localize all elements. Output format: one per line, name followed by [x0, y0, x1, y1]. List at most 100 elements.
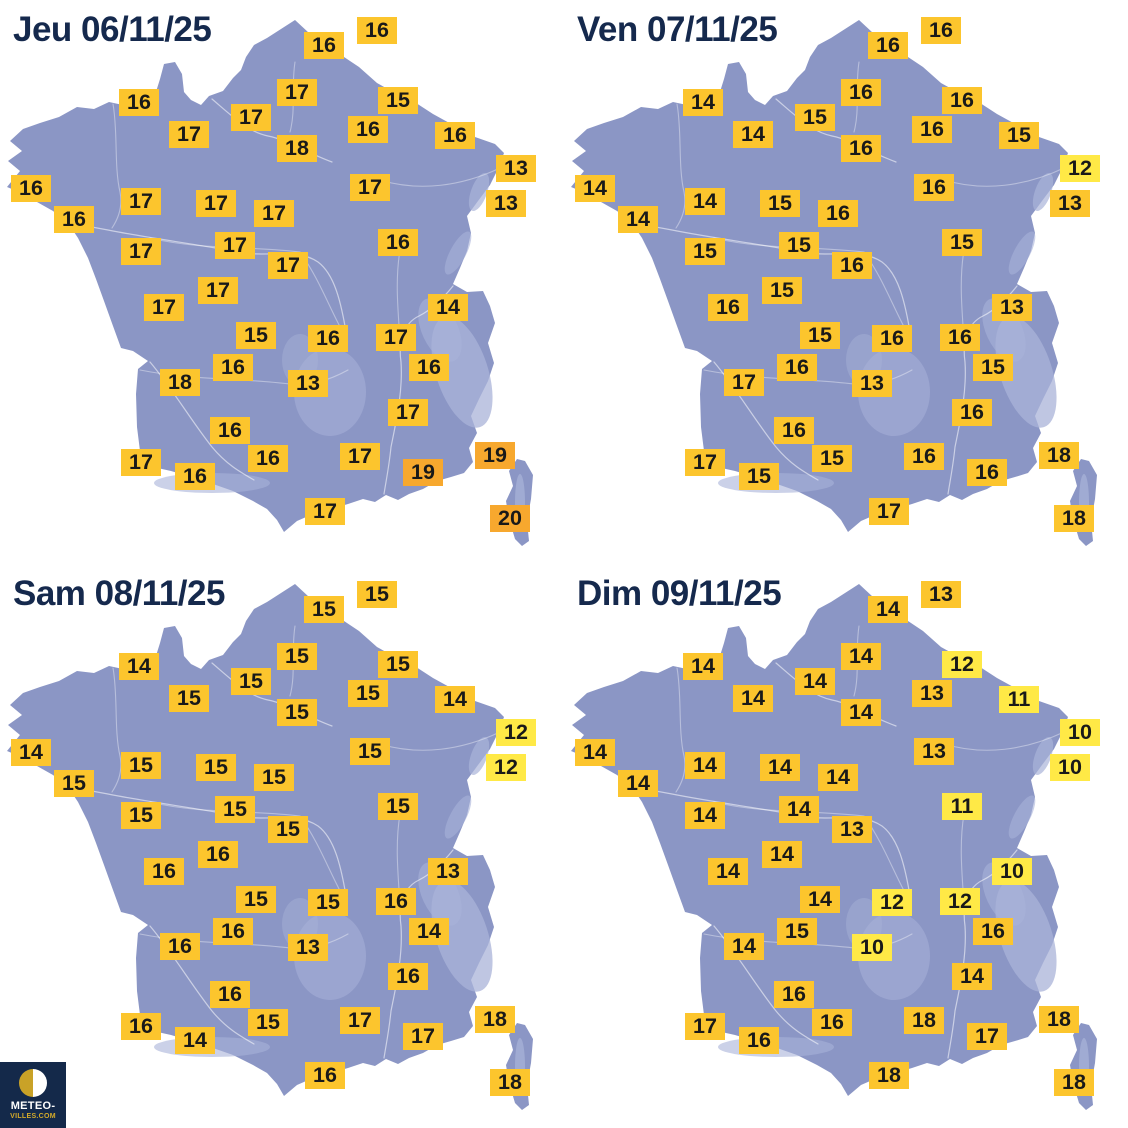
temperature-badge: 15 — [999, 122, 1039, 149]
forecast-panel-ven: Ven 07/11/25 16 16 16 16 14 15 16 14 15 16 12 14 16 1… — [564, 0, 1128, 564]
temperature-badge: 11 — [942, 793, 982, 820]
temperature-badge: 17 — [268, 252, 308, 279]
forecast-panel-jeu: Jeu 06/11/25 16 16 17 15 16 17 16 17 16 18 13 16 17 1… — [0, 0, 564, 564]
temperature-badge: 16 — [121, 1013, 161, 1040]
temperature-badge: 15 — [277, 643, 317, 670]
meteo-villes-logo: METEO- VILLES.COM — [0, 1062, 66, 1128]
temperature-badge: 17 — [376, 324, 416, 351]
temperature-badge: 13 — [486, 190, 526, 217]
temperature-badge: 16 — [708, 294, 748, 321]
temperature-badge: 13 — [496, 155, 536, 182]
temperature-badge: 17 — [869, 498, 909, 525]
temperature-badges-layer: 13 14 14 12 14 14 13 14 11 14 10 14 13 10 14 14 14 14 11 14… — [564, 564, 1128, 1128]
temperature-badge: 18 — [277, 135, 317, 162]
forecast-panel-dim: Dim 09/11/25 13 14 14 12 14 14 13 14 11 14 10 14 13 1… — [564, 564, 1128, 1128]
temperature-badge: 15 — [942, 229, 982, 256]
temperature-badge: 15 — [800, 322, 840, 349]
temperature-badge: 18 — [475, 1006, 515, 1033]
temperature-badge: 15 — [308, 889, 348, 916]
temperature-badge: 14 — [683, 89, 723, 116]
temperature-badge: 17 — [305, 498, 345, 525]
temperature-badge: 17 — [215, 232, 255, 259]
temperature-badge: 16 — [348, 116, 388, 143]
temperature-badge: 15 — [231, 668, 271, 695]
temperature-badge: 12 — [940, 888, 980, 915]
temperature-badge: 14 — [800, 886, 840, 913]
temperature-badge: 16 — [942, 87, 982, 114]
temperature-badge: 15 — [348, 680, 388, 707]
temperature-badge: 16 — [248, 445, 288, 472]
temperature-badge: 15 — [739, 463, 779, 490]
temperature-badge: 17 — [198, 277, 238, 304]
temperature-badge: 18 — [1054, 1069, 1094, 1096]
temperature-badge: 16 — [210, 981, 250, 1008]
logo-text-line2: VILLES.COM — [10, 1113, 56, 1120]
temperature-badge: 18 — [869, 1062, 909, 1089]
temperature-badge: 18 — [1039, 442, 1079, 469]
temperature-badge: 15 — [812, 445, 852, 472]
temperature-badge: 16 — [119, 89, 159, 116]
temperature-badge: 17 — [121, 449, 161, 476]
temperature-badge: 16 — [952, 399, 992, 426]
temperature-badge: 16 — [739, 1027, 779, 1054]
temperature-badge: 14 — [409, 918, 449, 945]
temperature-badge: 17 — [724, 369, 764, 396]
temperature-badge: 16 — [213, 918, 253, 945]
temperature-badge: 16 — [973, 918, 1013, 945]
temperature-badge: 14 — [841, 643, 881, 670]
temperature-badge: 16 — [777, 354, 817, 381]
temperature-badge: 20 — [490, 505, 530, 532]
temperature-badge: 14 — [762, 841, 802, 868]
temperature-badge: 14 — [952, 963, 992, 990]
temperature-badge: 15 — [973, 354, 1013, 381]
temperature-badge: 15 — [254, 764, 294, 791]
temperature-badge: 16 — [308, 325, 348, 352]
temperature-badge: 14 — [795, 668, 835, 695]
temperature-badge: 18 — [1054, 505, 1094, 532]
temperature-badges-layer: 16 16 16 16 14 15 16 14 15 16 12 14 16 13 14 15 14 16 15 15… — [564, 0, 1128, 564]
temperature-badge: 12 — [486, 754, 526, 781]
temperature-badge: 16 — [435, 122, 475, 149]
temperature-badge: 16 — [914, 174, 954, 201]
temperature-badge: 16 — [841, 79, 881, 106]
temperature-badge: 16 — [774, 417, 814, 444]
temperature-badge: 17 — [231, 104, 271, 131]
temperature-badge: 14 — [175, 1027, 215, 1054]
temperature-badge: 14 — [11, 739, 51, 766]
temperature-badge: 13 — [992, 294, 1032, 321]
temperature-badge: 16 — [812, 1009, 852, 1036]
panel-date-title: Dim 09/11/25 — [577, 574, 782, 613]
temperature-badge: 17 — [196, 190, 236, 217]
temperature-badge: 14 — [760, 754, 800, 781]
temperature-badge: 15 — [760, 190, 800, 217]
temperature-badge: 15 — [378, 651, 418, 678]
temperature-badge: 16 — [54, 206, 94, 233]
temperature-badge: 18 — [1039, 1006, 1079, 1033]
temperature-badge: 17 — [403, 1023, 443, 1050]
temperature-badge: 14 — [575, 739, 615, 766]
temperature-badge: 16 — [409, 354, 449, 381]
temperature-badge: 15 — [248, 1009, 288, 1036]
temperature-badge: 17 — [169, 121, 209, 148]
temperature-badge: 13 — [852, 370, 892, 397]
temperature-badge: 15 — [277, 699, 317, 726]
temperature-badge: 17 — [144, 294, 184, 321]
temperature-badge: 15 — [357, 581, 397, 608]
temperature-badge: 16 — [11, 175, 51, 202]
temperature-badge: 16 — [304, 32, 344, 59]
temperature-badge: 14 — [575, 175, 615, 202]
temperature-badge: 14 — [868, 596, 908, 623]
temperature-badge: 16 — [305, 1062, 345, 1089]
temperature-badge: 13 — [1050, 190, 1090, 217]
temperature-badge: 16 — [872, 325, 912, 352]
temperature-badge: 14 — [685, 752, 725, 779]
temperature-badge: 14 — [841, 699, 881, 726]
france-map — [0, 564, 564, 1128]
temperature-badge: 15 — [121, 752, 161, 779]
temperature-badge: 18 — [904, 1007, 944, 1034]
temperature-badges-layer: 15 15 15 15 14 15 15 15 14 15 12 14 15 12 15 15 15 15 15 15… — [0, 564, 564, 1128]
temperature-badge: 13 — [921, 581, 961, 608]
temperature-badge: 16 — [378, 229, 418, 256]
temperature-badge: 11 — [999, 686, 1039, 713]
